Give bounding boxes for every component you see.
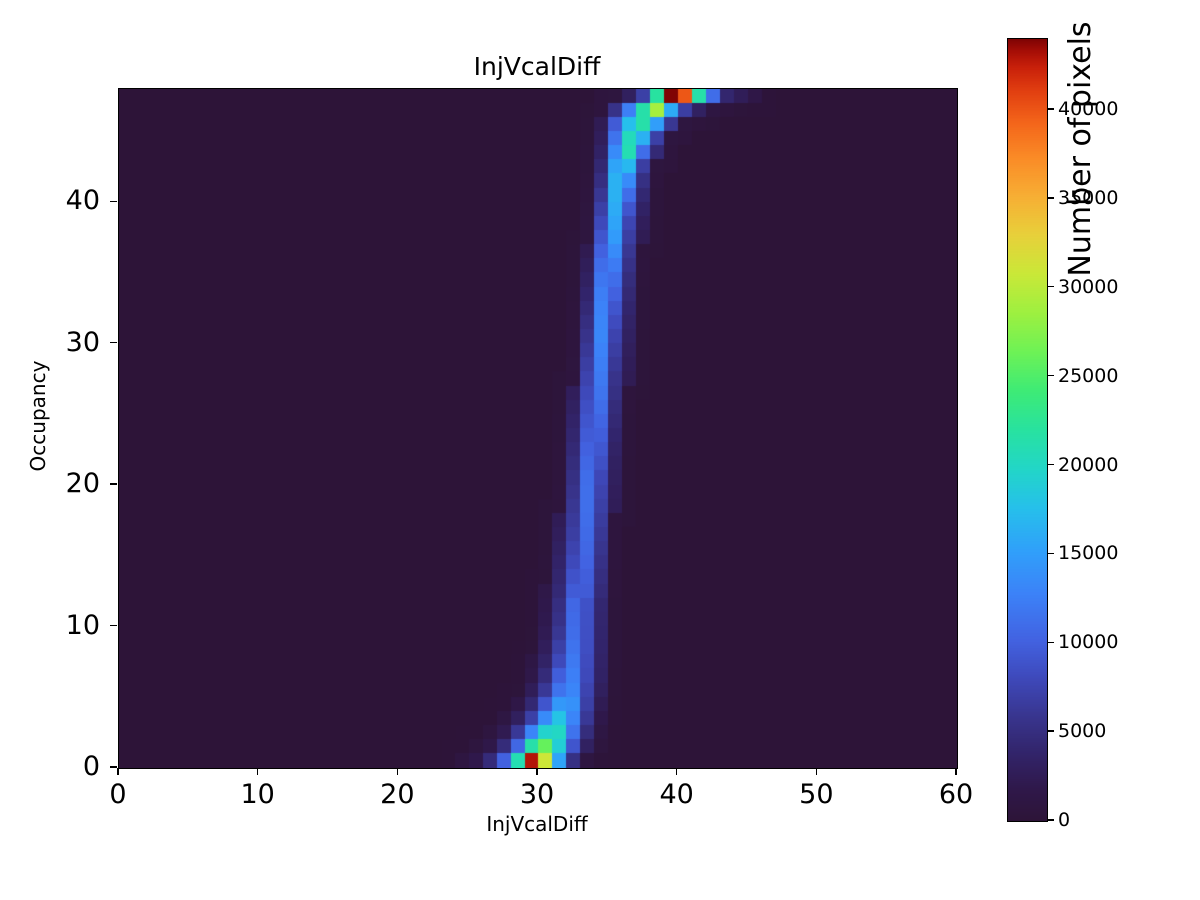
x-tick-mark — [676, 768, 678, 776]
x-tick-mark — [117, 768, 119, 776]
x-tick-label: 60 — [938, 779, 974, 810]
y-tick-label: 20 — [65, 468, 100, 500]
x-tick-mark — [955, 768, 957, 776]
y-tick-mark — [109, 766, 117, 768]
colorbar-tick-mark — [1047, 730, 1055, 732]
colorbar-tick-label: 25000 — [1058, 364, 1119, 387]
colorbar-tick-mark — [1047, 552, 1055, 555]
x-tick-mark — [257, 768, 259, 776]
colorbar-gradient[interactable] — [1008, 39, 1047, 821]
x-tick-label: 50 — [799, 779, 834, 810]
colorbar-tick-mark — [1047, 819, 1055, 821]
y-tick-label: 40 — [65, 185, 100, 217]
x-tick-label: 30 — [519, 779, 555, 810]
y-tick-label: 10 — [65, 609, 100, 641]
y-tick-mark — [109, 200, 117, 202]
colorbar-tick-label: 30000 — [1058, 275, 1119, 298]
x-tick-label: 40 — [659, 779, 694, 810]
colorbar-tick-label: 20000 — [1058, 453, 1119, 476]
colorbar-tick-mark — [1047, 375, 1055, 377]
x-tick-label: 10 — [240, 779, 275, 810]
y-tick-mark — [109, 624, 117, 627]
heatmap-axes[interactable] — [118, 88, 958, 769]
colorbar-label: Number of pixels — [1063, 21, 1098, 277]
colorbar-tick-mark — [1047, 197, 1055, 199]
colorbar-tick-label: 15000 — [1058, 542, 1119, 565]
page-title: InjVcalDiff — [473, 52, 601, 81]
x-tick-mark — [396, 768, 398, 776]
colorbar-tick-mark — [1047, 108, 1055, 110]
heatmap-image[interactable] — [119, 89, 957, 768]
colorbar-tick-label: 5000 — [1058, 720, 1107, 743]
colorbar-tick-label: 40000 — [1058, 98, 1119, 121]
x-tick-label: 0 — [109, 779, 127, 810]
y-tick-label: 30 — [65, 326, 100, 358]
colorbar[interactable] — [1007, 38, 1048, 822]
x-tick-label: 20 — [380, 779, 415, 810]
colorbar-tick-label: 35000 — [1058, 186, 1119, 209]
colorbar-tick-mark — [1047, 463, 1055, 466]
colorbar-tick-label: 10000 — [1058, 631, 1119, 654]
colorbar-tick-mark — [1047, 286, 1055, 288]
colorbar-tick-label: 0 — [1058, 809, 1071, 831]
x-tick-mark — [815, 768, 817, 776]
x-axis-label: InjVcalDiff — [486, 812, 588, 836]
y-tick-mark — [109, 341, 117, 344]
y-tick-label: 0 — [82, 751, 100, 782]
colorbar-tick-mark — [1047, 641, 1055, 643]
y-tick-mark — [109, 483, 117, 485]
x-tick-mark — [536, 768, 538, 776]
y-axis-label: Occupancy — [26, 360, 50, 472]
